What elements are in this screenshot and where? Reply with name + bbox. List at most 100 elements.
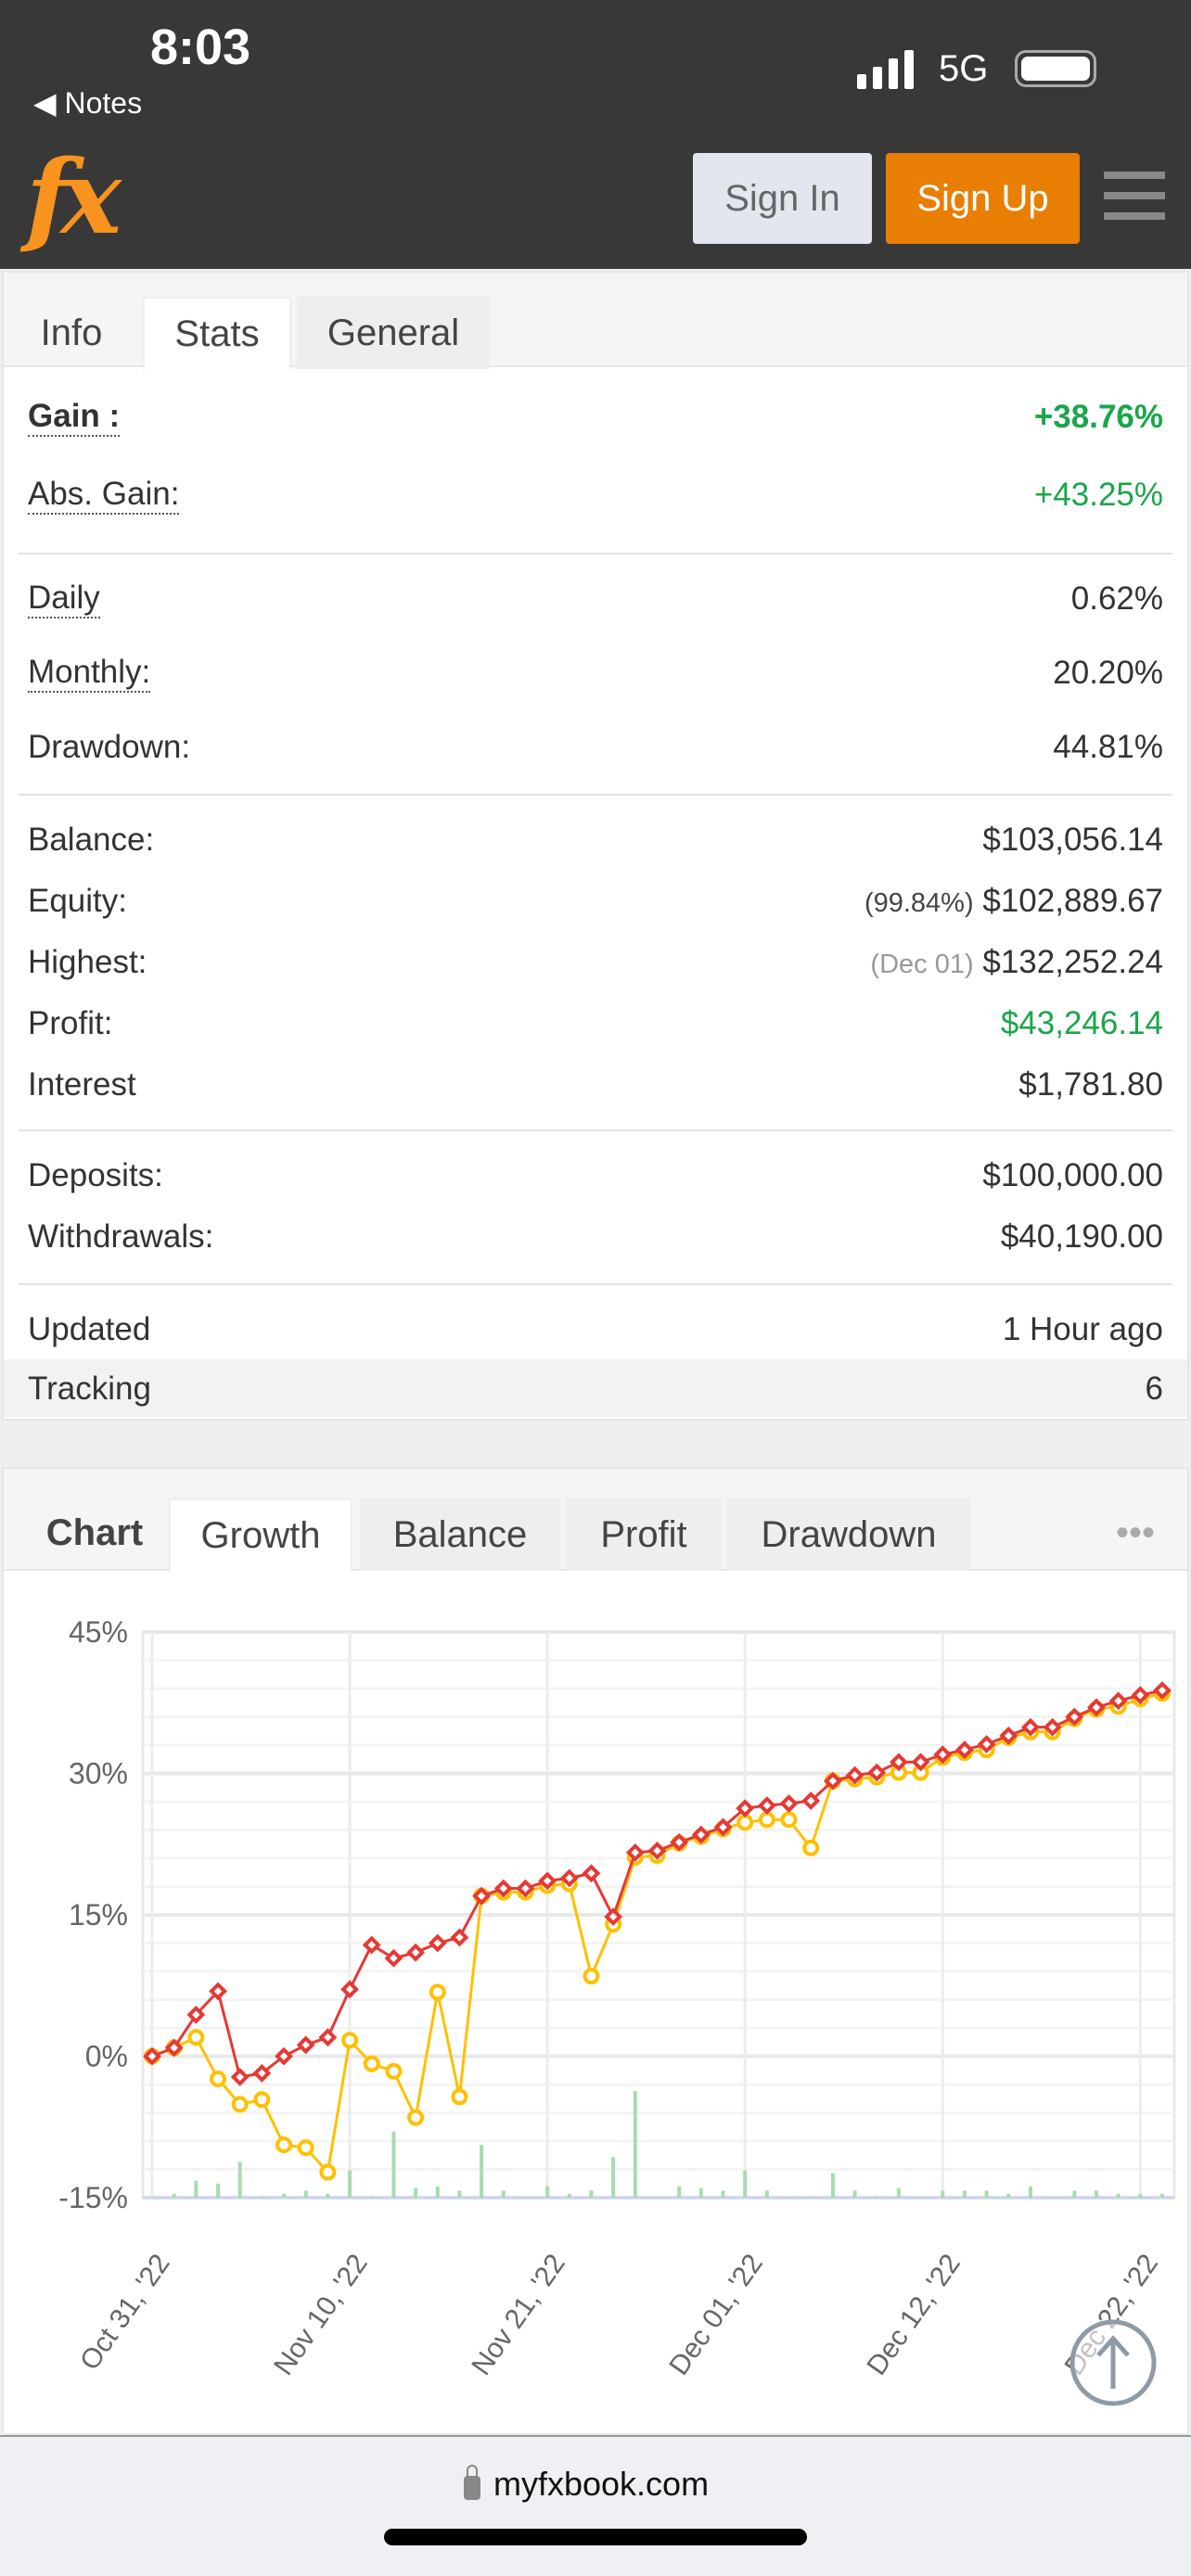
status-time: 8:03 <box>150 19 251 75</box>
monthly-row: Monthly: 20.20% <box>28 647 1163 699</box>
updated-row: Updated 1 Hour ago <box>28 1304 1163 1356</box>
tab-profit[interactable]: Profit <box>566 1498 722 1571</box>
volume-bar <box>589 2190 594 2198</box>
tab-info[interactable]: Info <box>40 312 103 353</box>
volume-bar <box>984 2190 989 2198</box>
data-point <box>275 2136 293 2154</box>
arrow-up-circle-icon[interactable] <box>1069 2319 1157 2406</box>
sign-in-button[interactable]: Sign In <box>693 153 872 244</box>
interest-row: Interest $1,781.80 <box>28 1059 1163 1111</box>
battery-icon <box>1015 50 1096 87</box>
daily-value: 0.62% <box>1070 580 1163 617</box>
volume-bar <box>633 2091 637 2198</box>
volume-bar <box>282 2193 287 2198</box>
highest-label: Highest: <box>28 944 147 980</box>
x-tick-label: Dec 12, '22 <box>861 2249 967 2380</box>
volume-bar <box>809 2196 813 2198</box>
volume-bar <box>1028 2186 1032 2198</box>
data-point <box>999 1726 1018 1745</box>
volume-bar <box>194 2180 198 2198</box>
equity-value: $102,889.67 <box>982 883 1163 919</box>
equity-percent: (99.84%) <box>864 888 974 918</box>
data-point <box>757 1796 776 1815</box>
tracking-row-bg <box>4 1359 1187 1417</box>
deposits-label: Deposits: <box>28 1157 163 1193</box>
lock-icon <box>464 2465 480 2500</box>
volume-bar <box>501 2190 506 2198</box>
daily-row: Daily 0.62% <box>28 573 1163 625</box>
withdrawals-label: Withdrawals: <box>28 1218 214 1255</box>
volume-bar <box>480 2145 484 2198</box>
network-label: 5G <box>939 48 989 89</box>
x-tick-label: Dec 01, '22 <box>663 2249 769 2380</box>
data-point <box>429 1983 446 2001</box>
data-point <box>583 1968 600 1985</box>
tab-growth[interactable]: Growth <box>169 1498 352 1571</box>
data-point <box>385 2062 403 2080</box>
volume-bar <box>237 2162 242 2198</box>
volume-bar <box>391 2131 396 2198</box>
tab-general[interactable]: General <box>297 297 490 369</box>
data-point <box>516 1879 535 1898</box>
data-point <box>955 1741 974 1759</box>
volume-bar <box>435 2186 440 2198</box>
sign-up-button[interactable]: Sign Up <box>886 153 1080 244</box>
x-tick-label: Nov 21, '22 <box>466 2249 571 2380</box>
volume-bar <box>677 2186 682 2198</box>
data-point <box>210 2070 227 2087</box>
deposits-value: $100,000.00 <box>982 1157 1163 1193</box>
y-tick-label: 45% <box>69 1615 128 1649</box>
data-point <box>736 1814 754 1831</box>
divider <box>19 553 1172 555</box>
volume-bar <box>457 2190 462 2198</box>
data-point <box>1087 1698 1106 1717</box>
chart-title: Chart <box>45 1511 144 1553</box>
fx-logo[interactable]: fx <box>26 137 122 257</box>
interest-label: Interest <box>28 1066 136 1103</box>
data-point <box>780 1811 798 1829</box>
volume-bar <box>1006 2193 1011 2198</box>
volume-bar <box>1160 2193 1164 2198</box>
gain-label[interactable]: Gain : <box>28 398 121 437</box>
data-point <box>845 1766 864 1785</box>
home-indicator <box>384 2529 807 2545</box>
growth-chart: Oct 31, '22 Nov 10, '22 Nov 21, '22 Dec 01,… <box>58 1615 1176 2406</box>
monthly-label[interactable]: Monthly: <box>28 654 151 693</box>
browser-bar: myfxbook.com <box>0 2435 1191 2576</box>
tab-stats[interactable]: Stats <box>143 297 291 369</box>
data-point <box>779 1794 799 1813</box>
data-point <box>823 1771 842 1791</box>
data-point <box>647 1841 667 1860</box>
data-point <box>691 1825 711 1844</box>
data-point <box>231 2096 249 2113</box>
data-point <box>1043 1717 1062 1737</box>
url-text: myfxbook.com <box>493 2465 710 2503</box>
url-bar[interactable]: myfxbook.com <box>464 2465 709 2504</box>
volume-bar <box>326 2193 330 2198</box>
ellipsis-icon[interactable]: ••• <box>1115 1511 1155 1553</box>
withdrawals-row: Withdrawals: $40,190.00 <box>28 1211 1163 1263</box>
volume-bar <box>764 2190 769 2198</box>
x-tick-label: Nov 10, '22 <box>268 2249 374 2380</box>
data-point <box>493 1879 513 1898</box>
abs-gain-label[interactable]: Abs. Gain: <box>28 476 180 515</box>
back-to-notes[interactable]: ◀ Notes <box>33 86 143 120</box>
data-point <box>407 2109 425 2126</box>
data-point <box>801 1792 821 1810</box>
y-tick-label: 0% <box>85 2040 128 2073</box>
divider <box>19 1129 1172 1131</box>
data-point <box>186 2005 206 2024</box>
balance-value: $103,056.14 <box>982 822 1163 858</box>
data-point <box>341 2032 359 2049</box>
tab-balance[interactable]: Balance <box>360 1498 560 1571</box>
data-point <box>363 2055 380 2072</box>
hamburger-icon[interactable] <box>1104 172 1165 233</box>
data-point <box>625 1843 645 1862</box>
daily-label[interactable]: Daily <box>28 580 100 618</box>
y-tick-label: 15% <box>69 1898 128 1932</box>
volume-bar <box>567 2193 571 2198</box>
tab-drawdown[interactable]: Drawdown <box>727 1498 970 1571</box>
profit-value: $43,246.14 <box>1000 1005 1163 1041</box>
volume-bar <box>369 2196 374 2198</box>
drawdown-row: Drawdown: 44.81% <box>28 721 1163 773</box>
